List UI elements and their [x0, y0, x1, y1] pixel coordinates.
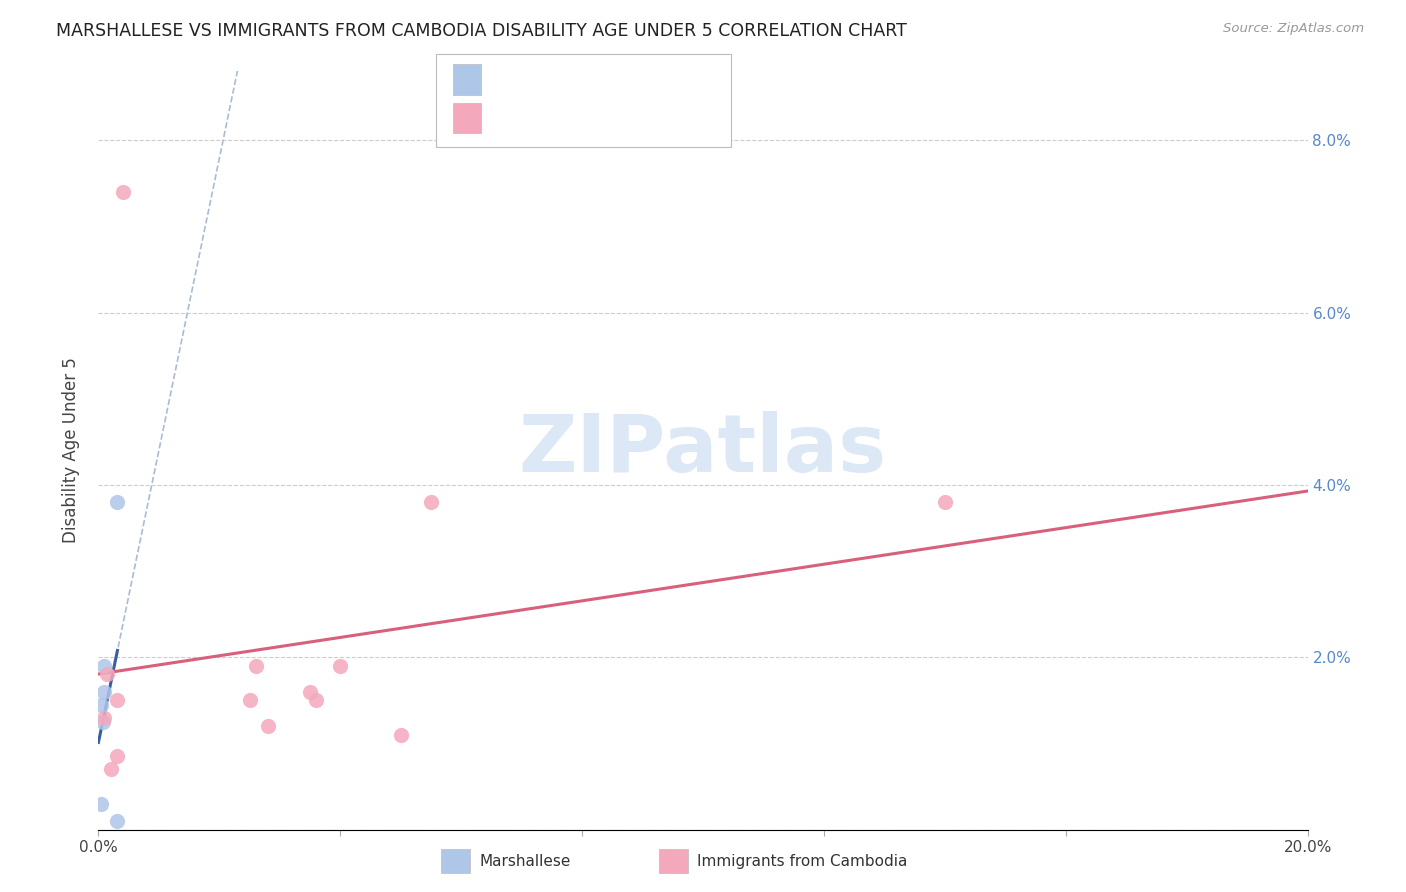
- Text: Immigrants from Cambodia: Immigrants from Cambodia: [697, 855, 908, 869]
- Point: [96, 667, 118, 681]
- Text: 15: 15: [583, 106, 606, 124]
- Point: [105, 495, 128, 509]
- Text: 0.454: 0.454: [510, 106, 562, 124]
- Point: [93, 684, 115, 698]
- Point: [93, 658, 115, 673]
- Point: [105, 693, 128, 707]
- Point: [329, 658, 352, 673]
- Point: [420, 495, 443, 509]
- Point: [93, 710, 115, 724]
- Point: [299, 684, 322, 698]
- Text: N =: N =: [561, 106, 598, 124]
- Point: [305, 693, 328, 707]
- Text: Source: ZipAtlas.com: Source: ZipAtlas.com: [1223, 22, 1364, 36]
- Point: [90, 797, 112, 811]
- Point: [256, 719, 278, 733]
- Point: [105, 814, 128, 828]
- Point: [245, 658, 267, 673]
- Point: [90, 698, 112, 712]
- Text: R =: R =: [489, 106, 526, 124]
- Y-axis label: Disability Age Under 5: Disability Age Under 5: [62, 358, 80, 543]
- Text: MARSHALLESE VS IMMIGRANTS FROM CAMBODIA DISABILITY AGE UNDER 5 CORRELATION CHART: MARSHALLESE VS IMMIGRANTS FROM CAMBODIA …: [56, 22, 907, 40]
- Text: 0.565: 0.565: [510, 68, 562, 86]
- Point: [239, 693, 262, 707]
- Point: [111, 185, 134, 199]
- Text: 7: 7: [583, 68, 595, 86]
- Point: [91, 714, 114, 729]
- Point: [934, 495, 956, 509]
- Point: [100, 762, 122, 776]
- Text: Marshallese: Marshallese: [479, 855, 571, 869]
- Text: N =: N =: [561, 68, 598, 86]
- Point: [389, 728, 412, 742]
- Text: R =: R =: [489, 68, 526, 86]
- Point: [105, 749, 128, 764]
- Text: ZIPatlas: ZIPatlas: [519, 411, 887, 490]
